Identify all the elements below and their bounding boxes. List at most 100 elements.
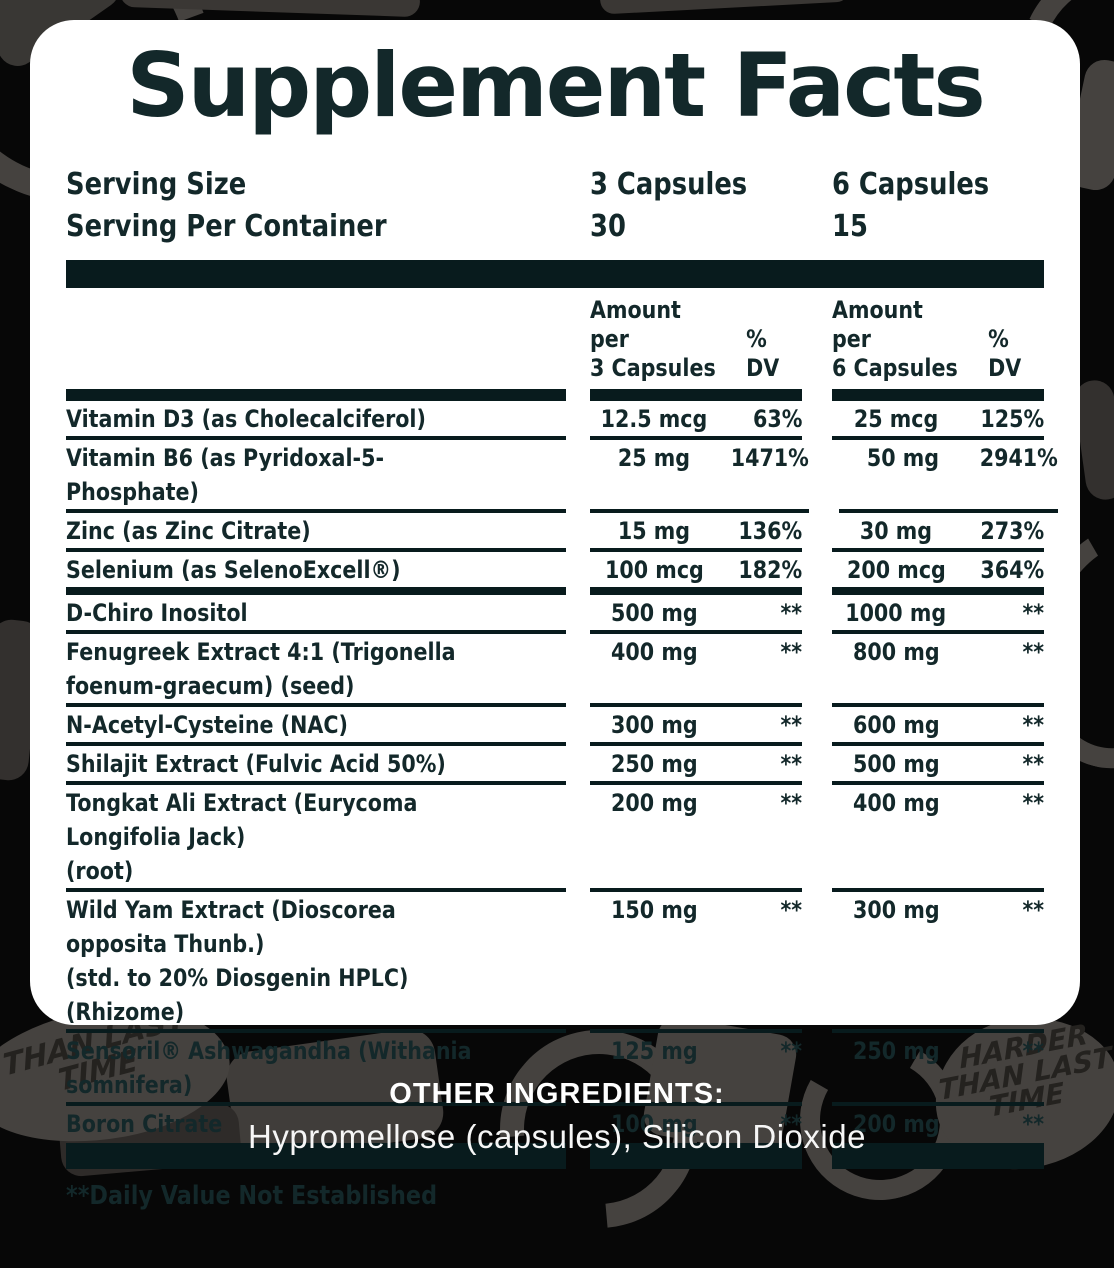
amount-3caps-cell: 500 mg ** bbox=[590, 595, 802, 634]
ingredient-name: Selenium (as SelenoExcell®) bbox=[66, 556, 401, 584]
amount-6caps-cell: 30 mg 273% bbox=[832, 513, 1044, 552]
amount-6caps-cell: 50 mg 2941% bbox=[838, 440, 1058, 513]
ingredient-name-cell: Wild Yam Extract (Dioscorea opposita Thu… bbox=[66, 892, 566, 1033]
daily-value-footnote: **Daily Value Not Established bbox=[66, 1181, 438, 1211]
page-title: Supplement Facts bbox=[126, 34, 986, 137]
table-row: Zinc (as Zinc Citrate) 15 mg 136% 30 mg … bbox=[66, 513, 1044, 552]
table-row: Fenugreek Extract 4:1 (Trigonella foenum… bbox=[66, 634, 1044, 707]
dv-value: ** bbox=[1022, 1110, 1044, 1138]
ingredient-name-cell: Vitamin B6 (as Pyridoxal-5-Phosphate) bbox=[66, 440, 566, 513]
servings-per-container-row: Serving Per Container 30 15 bbox=[66, 206, 1044, 248]
amount-3caps-cell: 150 mg ** bbox=[590, 892, 802, 1033]
amount-3caps-cell: 300 mg ** bbox=[590, 707, 802, 746]
table-header-3caps: Amount per 3 Capsules % DV bbox=[590, 296, 802, 383]
dv-value: 1471% bbox=[730, 444, 809, 472]
ingredient-name-cell: Fenugreek Extract 4:1 (Trigonella foenum… bbox=[66, 634, 566, 707]
amount-value: 150 mg bbox=[610, 896, 698, 924]
amount-6caps-cell: 200 mg ** bbox=[832, 1106, 1044, 1141]
amount-value: 400 mg bbox=[852, 789, 940, 817]
dv-value: ** bbox=[1022, 638, 1044, 666]
amount-3caps-cell: 12.5 mcg 63% bbox=[590, 401, 802, 440]
dv-value: 364% bbox=[980, 556, 1044, 584]
amount-6caps-cell: 400 mg ** bbox=[832, 785, 1044, 892]
divider-segment bbox=[590, 389, 802, 401]
amount-value: 15 mg bbox=[617, 517, 691, 545]
dv-value: ** bbox=[780, 1110, 802, 1138]
ingredient-name-cell: Boron Citrate bbox=[66, 1106, 566, 1141]
serving-size-value-3caps: 3 Capsules bbox=[590, 167, 748, 202]
amount-value: 100 mg bbox=[610, 1110, 698, 1138]
table-row: Wild Yam Extract (Dioscorea opposita Thu… bbox=[66, 892, 1044, 1033]
table-row: Shilajit Extract (Fulvic Acid 50%) 250 m… bbox=[66, 746, 1044, 785]
amount-3caps-cell: 200 mg ** bbox=[590, 785, 802, 892]
amount-value: 100 mcg bbox=[604, 556, 704, 584]
table-row: Boron Citrate 100 mg ** 200 mg ** bbox=[66, 1106, 1044, 1141]
ingredient-name-cell: D-Chiro Inositol bbox=[66, 595, 566, 634]
ingredient-name-cell: Tongkat Ali Extract (Eurycoma Longifolia… bbox=[66, 785, 566, 892]
amount-value: 800 mg bbox=[852, 638, 940, 666]
amount-3caps-cell: 400 mg ** bbox=[590, 634, 802, 707]
amount-3caps-cell: 250 mg ** bbox=[590, 746, 802, 785]
dv-value: ** bbox=[1022, 896, 1044, 924]
amount-value: 300 mg bbox=[852, 896, 940, 924]
dv-value: 63% bbox=[752, 405, 802, 433]
amount-value: 250 mg bbox=[610, 750, 698, 778]
amount-value: 125 mg bbox=[610, 1037, 698, 1065]
dv-value: 182% bbox=[738, 556, 802, 584]
ingredient-name: Sensoril® Ashwagandha (Withania somnifer… bbox=[66, 1037, 472, 1099]
table-header: Amount per 3 Capsules % DV Amount per 6 … bbox=[66, 296, 1044, 383]
amount-3caps-cell: 15 mg 136% bbox=[590, 513, 802, 552]
dv-header: % DV bbox=[987, 325, 1021, 382]
ingredient-name: Boron Citrate bbox=[66, 1110, 223, 1138]
amount-value: 500 mg bbox=[852, 750, 940, 778]
dv-value: ** bbox=[780, 896, 802, 924]
ingredient-name: Tongkat Ali Extract (Eurycoma Longifolia… bbox=[66, 789, 418, 885]
serving-size-row: Serving Size 3 Capsules 6 Capsules bbox=[66, 164, 1044, 206]
serving-size-label: Serving Size bbox=[66, 167, 247, 202]
dv-value: ** bbox=[780, 711, 802, 739]
dv-value: 125% bbox=[980, 405, 1044, 433]
dv-value: ** bbox=[1022, 1037, 1044, 1065]
ingredient-name-cell: Vitamin D3 (as Cholecalciferol) bbox=[66, 401, 566, 440]
ingredient-name-cell: Zinc (as Zinc Citrate) bbox=[66, 513, 566, 552]
ingredient-name-cell: N-Acetyl-Cysteine (NAC) bbox=[66, 707, 566, 746]
per-container-value-3caps: 30 bbox=[590, 209, 626, 244]
ingredient-name-cell: Selenium (as SelenoExcell®) bbox=[66, 552, 566, 595]
amount-3caps-cell: 100 mg ** bbox=[590, 1106, 802, 1141]
ingredient-name: N-Acetyl-Cysteine (NAC) bbox=[66, 711, 348, 739]
dv-value: ** bbox=[1022, 711, 1044, 739]
table-row: Selenium (as SelenoExcell®) 100 mcg 182%… bbox=[66, 552, 1044, 595]
amount-value: 1000 mg bbox=[845, 599, 947, 627]
amount-3caps-cell: 100 mcg 182% bbox=[590, 552, 802, 595]
dv-value: ** bbox=[1022, 599, 1044, 627]
ingredient-name: Vitamin B6 (as Pyridoxal-5-Phosphate) bbox=[66, 444, 385, 506]
divider-segment bbox=[66, 389, 566, 401]
amount-3caps-cell: 125 mg ** bbox=[590, 1033, 802, 1106]
amount-6caps-cell: 500 mg ** bbox=[832, 746, 1044, 785]
divider-bar-top bbox=[66, 260, 1044, 288]
dv-value: 136% bbox=[738, 517, 802, 545]
ingredient-table: Vitamin D3 (as Cholecalciferol) 12.5 mcg… bbox=[66, 401, 1058, 1141]
amount-6caps-cell: 800 mg ** bbox=[832, 634, 1044, 707]
dv-value: ** bbox=[1022, 750, 1044, 778]
amount-value: 30 mg bbox=[859, 517, 933, 545]
amount-6caps-cell: 250 mg ** bbox=[832, 1033, 1044, 1106]
graffiti-shape bbox=[599, 0, 851, 15]
amount-per-3caps-header: Amount per 3 Capsules bbox=[590, 296, 716, 382]
ingredient-name: Zinc (as Zinc Citrate) bbox=[66, 517, 311, 545]
dv-value: ** bbox=[780, 638, 802, 666]
amount-6caps-cell: 600 mg ** bbox=[832, 707, 1044, 746]
dv-value: ** bbox=[780, 750, 802, 778]
amount-value: 600 mg bbox=[852, 711, 940, 739]
table-header-spacer bbox=[66, 296, 566, 383]
supplement-facts-panel: Supplement Facts Serving Size 3 Capsules… bbox=[30, 20, 1080, 1211]
per-container-label: Serving Per Container bbox=[66, 209, 387, 244]
table-row: Sensoril® Ashwagandha (Withania somnifer… bbox=[66, 1033, 1044, 1106]
divider-segment bbox=[832, 389, 1044, 401]
ingredient-name: Shilajit Extract (Fulvic Acid 50%) bbox=[66, 750, 446, 778]
dv-value: ** bbox=[780, 599, 802, 627]
amount-value: 25 mcg bbox=[853, 405, 939, 433]
amount-value: 500 mg bbox=[610, 599, 698, 627]
table-row: N-Acetyl-Cysteine (NAC) 300 mg ** 600 mg… bbox=[66, 707, 1044, 746]
other-ingredients-label: OTHER INGREDIENTS: bbox=[389, 1078, 725, 1110]
